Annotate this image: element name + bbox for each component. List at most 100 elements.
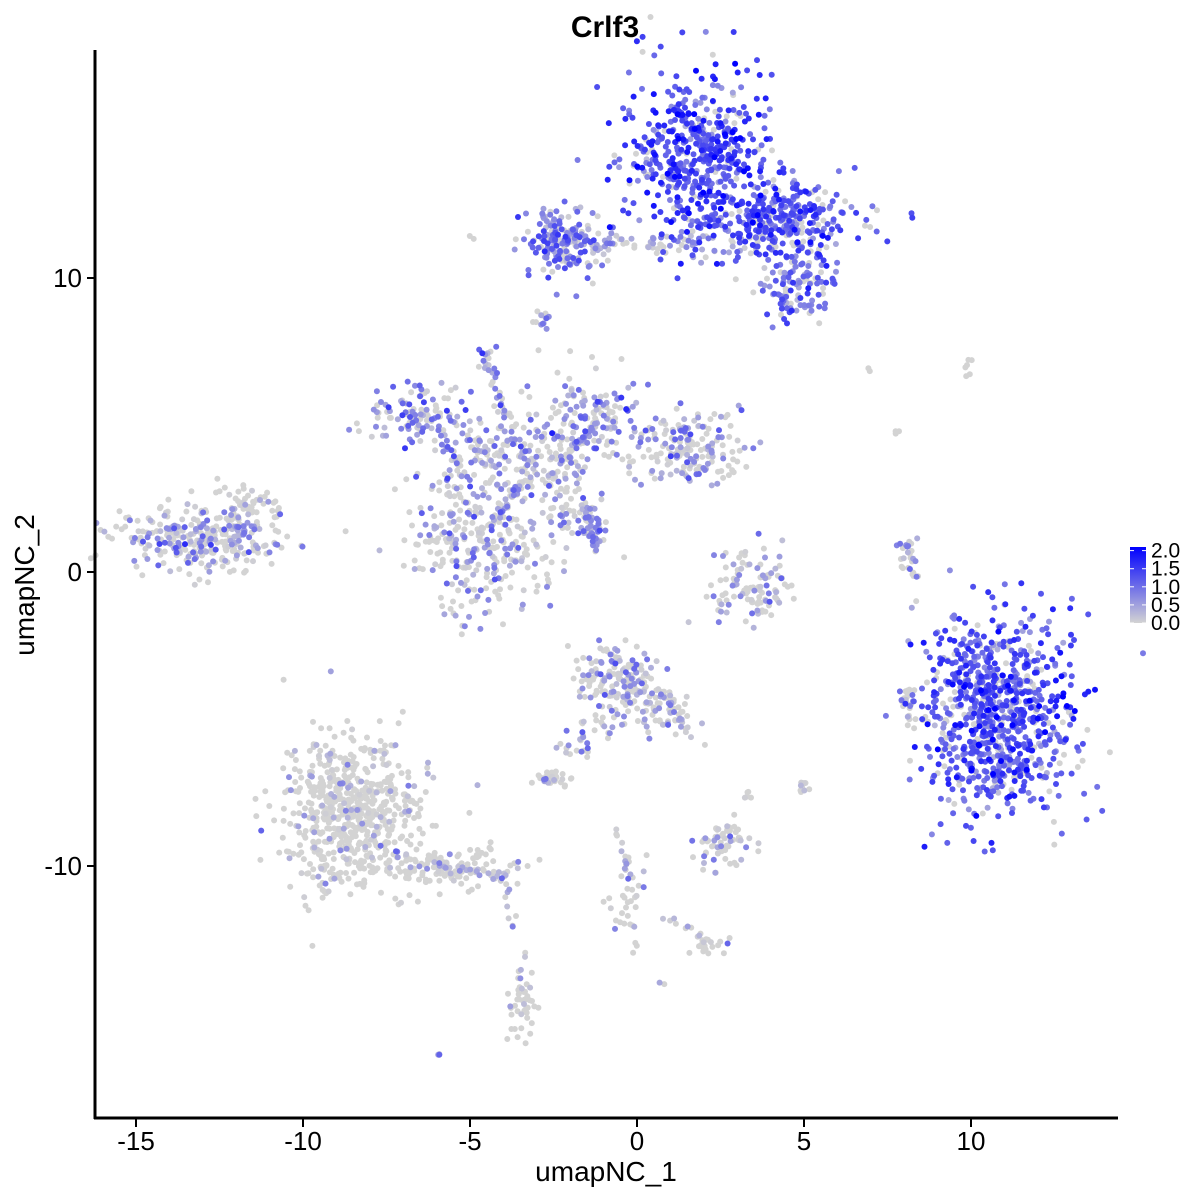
cell-point bbox=[751, 149, 758, 156]
cell-point bbox=[436, 860, 443, 867]
cell-point bbox=[552, 450, 559, 457]
cell-point bbox=[1025, 642, 1032, 649]
cell-point bbox=[226, 491, 233, 498]
cell-point bbox=[257, 856, 264, 863]
cell-point bbox=[828, 226, 835, 233]
cell-point bbox=[437, 594, 444, 601]
cell-point bbox=[611, 159, 618, 166]
cell-point bbox=[771, 290, 778, 297]
cell-point bbox=[370, 832, 377, 839]
cell-point bbox=[498, 537, 505, 544]
cell-point bbox=[521, 1001, 527, 1007]
cell-point bbox=[602, 527, 609, 534]
cell-point bbox=[288, 752, 295, 759]
cell-point bbox=[508, 413, 515, 420]
cell-point bbox=[547, 513, 554, 520]
cell-point bbox=[805, 263, 812, 269]
cell-point bbox=[645, 446, 652, 453]
cell-point bbox=[319, 777, 326, 784]
cell-point bbox=[221, 509, 228, 516]
cell-point bbox=[673, 467, 680, 474]
cell-point bbox=[513, 466, 520, 473]
cell-point bbox=[456, 491, 463, 498]
cell-point bbox=[398, 899, 404, 906]
cell-point bbox=[520, 424, 527, 431]
cell-point bbox=[733, 175, 740, 182]
cell-point bbox=[503, 881, 510, 888]
cell-point bbox=[705, 443, 712, 450]
cell-point bbox=[534, 428, 541, 435]
cell-point bbox=[557, 247, 563, 254]
cell-point bbox=[804, 249, 811, 256]
cell-point bbox=[252, 795, 259, 802]
cell-point bbox=[648, 167, 655, 173]
cell-point bbox=[750, 624, 757, 631]
cell-point bbox=[642, 427, 649, 434]
cell-point bbox=[681, 215, 688, 222]
cell-point bbox=[606, 895, 613, 902]
cell-point bbox=[496, 461, 503, 468]
cell-point bbox=[974, 622, 981, 629]
cell-point bbox=[462, 407, 469, 413]
cell-point bbox=[465, 587, 471, 594]
cell-point bbox=[1049, 606, 1056, 613]
cell-point bbox=[822, 189, 829, 196]
cell-point bbox=[592, 420, 598, 427]
cell-point bbox=[723, 113, 730, 120]
cell-point bbox=[1045, 631, 1052, 638]
cell-point bbox=[1017, 750, 1023, 757]
cell-point bbox=[539, 210, 546, 217]
cell-point bbox=[385, 779, 392, 785]
cell-point bbox=[326, 825, 333, 832]
cell-point bbox=[594, 398, 601, 405]
cell-point bbox=[750, 192, 757, 198]
cell-point bbox=[439, 603, 446, 610]
cell-point bbox=[1013, 628, 1020, 635]
cell-point bbox=[187, 531, 194, 538]
cell-point bbox=[742, 548, 749, 555]
cell-point bbox=[641, 146, 648, 153]
cell-point bbox=[971, 653, 978, 660]
cell-point bbox=[368, 433, 375, 440]
cell-point bbox=[518, 1025, 525, 1032]
cell-point bbox=[214, 475, 221, 482]
cell-point bbox=[645, 381, 651, 388]
cell-point bbox=[463, 875, 470, 882]
cell-point bbox=[985, 589, 992, 596]
cell-point bbox=[729, 243, 736, 250]
cell-point bbox=[765, 179, 772, 186]
cell-point bbox=[253, 813, 260, 820]
cell-point bbox=[930, 699, 937, 706]
cell-point bbox=[944, 658, 951, 665]
cell-point bbox=[721, 835, 728, 842]
cell-point bbox=[597, 671, 604, 678]
cell-point bbox=[931, 772, 938, 779]
cell-point bbox=[822, 300, 829, 307]
cell-point bbox=[939, 730, 946, 736]
cell-point bbox=[521, 236, 527, 243]
cell-point bbox=[780, 197, 787, 204]
cell-point bbox=[514, 523, 521, 530]
cell-point bbox=[652, 415, 659, 422]
cell-point bbox=[593, 658, 600, 665]
cell-point bbox=[262, 788, 269, 795]
cell-point bbox=[869, 203, 876, 210]
cell-point bbox=[593, 406, 600, 413]
cell-point bbox=[545, 274, 552, 281]
cell-point bbox=[1036, 772, 1043, 779]
cell-point bbox=[212, 546, 219, 553]
cell-point bbox=[681, 183, 688, 190]
cell-point bbox=[579, 729, 586, 736]
cell-point bbox=[746, 232, 753, 239]
cell-point bbox=[603, 441, 610, 448]
cell-point bbox=[515, 544, 522, 551]
cell-point bbox=[509, 569, 515, 576]
cell-point bbox=[1003, 702, 1010, 709]
cell-point bbox=[988, 839, 995, 846]
cell-point bbox=[718, 468, 725, 474]
cell-point bbox=[683, 693, 690, 700]
cell-point bbox=[682, 104, 688, 111]
cell-point bbox=[427, 549, 434, 555]
cell-point bbox=[809, 297, 816, 304]
cell-point bbox=[741, 245, 748, 251]
